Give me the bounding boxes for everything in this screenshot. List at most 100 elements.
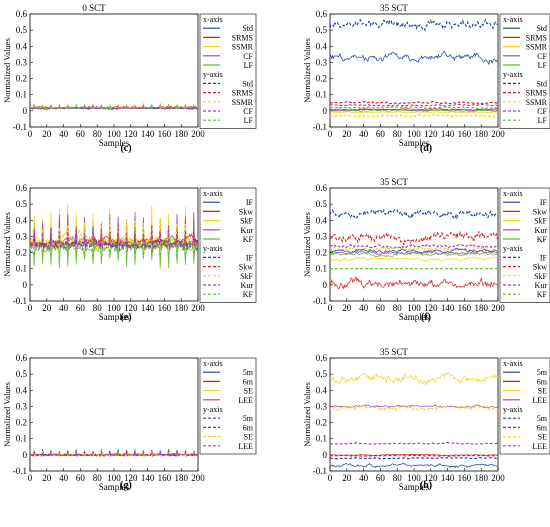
legend-group-title: y-axis (503, 244, 523, 253)
x-tick-label: 140 (141, 303, 155, 313)
x-tick-label: 200 (191, 473, 205, 483)
y-tick-label: 0.5 (316, 369, 328, 379)
series-group (330, 208, 498, 290)
legend-label: KF (537, 235, 548, 244)
x-tick-label: 160 (458, 129, 472, 139)
series-line-y-axis-SRMS (330, 100, 498, 105)
y-tick-label: 0.2 (16, 418, 27, 428)
legend-label: LEE (532, 442, 547, 451)
y-tick-label: 0 (23, 106, 28, 116)
series-group (30, 449, 198, 458)
panel-caption: (c) (120, 143, 131, 154)
legend-label: 5m (243, 368, 254, 377)
legend-label: Skw (239, 263, 253, 272)
legend-label: SRMS (232, 33, 253, 42)
y-tick-label: 0.5 (16, 199, 28, 209)
x-tick-label: 200 (491, 303, 505, 313)
y-tick-label: 0.2 (316, 248, 327, 258)
series-line-y-axis-SkF (330, 246, 498, 253)
x-tick-label: 100 (107, 129, 121, 139)
x-tick-label: 200 (191, 303, 205, 313)
y-tick-label: 0 (323, 280, 328, 290)
legend-label: SSMR (526, 98, 548, 107)
legend-label: SkF (534, 217, 547, 226)
x-tick-label: 80 (93, 473, 103, 483)
legend-label: CF (537, 52, 547, 61)
series-line-x-axis-Kur (330, 250, 498, 256)
legend-label: Kur (535, 281, 548, 290)
x-tick-label: 120 (124, 473, 138, 483)
legend-label: 6m (537, 377, 548, 386)
series-line-y-axis-LEE (330, 442, 498, 445)
y-tick-label: 0.4 (16, 215, 28, 225)
legend-label: 6m (243, 423, 254, 432)
x-tick-label: 40 (59, 129, 69, 139)
series-group (330, 18, 498, 118)
x-tick-label: 20 (342, 303, 352, 313)
x-tick-label: 20 (42, 473, 52, 483)
x-tick-label: 180 (474, 473, 488, 483)
x-axis-label: Samples (99, 482, 130, 492)
x-tick-label: 80 (93, 129, 103, 139)
chart-title: 35 SCT (380, 3, 408, 13)
y-tick-label: 0.2 (16, 74, 27, 84)
legend-label: SRMS (232, 89, 253, 98)
y-tick-label: 0.4 (16, 385, 28, 395)
y-axis-label: Normalized Values (302, 382, 312, 447)
plot-area (329, 13, 499, 128)
legend-label: KF (243, 235, 254, 244)
legend-group-title: y-axis (203, 70, 223, 79)
x-tick-label: 0 (328, 303, 333, 313)
y-tick-label: -0.1 (13, 296, 27, 306)
x-tick-label: 180 (174, 473, 188, 483)
x-tick-label: 120 (424, 473, 438, 483)
series-group (330, 372, 498, 469)
x-tick-label: 140 (141, 129, 155, 139)
series-line-x-axis-Std (330, 50, 498, 66)
legend-label: SkF (240, 272, 253, 281)
y-axis-label: Normalized Values (302, 38, 312, 103)
y-tick-label: 0.1 (316, 90, 327, 100)
x-axis-label: Samples (99, 312, 130, 322)
x-tick-label: 160 (458, 303, 472, 313)
series-line-y-axis-SSMR (30, 103, 198, 110)
chart-title: 0 SCT (82, 347, 106, 357)
y-tick-label: 0 (23, 280, 28, 290)
legend-label: LEE (238, 396, 253, 405)
x-tick-label: 20 (342, 473, 352, 483)
y-tick-label: 0.5 (16, 369, 28, 379)
legend-group-title: x-axis (503, 15, 523, 24)
plot-area (29, 357, 199, 472)
legend-box (499, 357, 550, 455)
x-tick-label: 120 (424, 303, 438, 313)
x-axis-label: Samples (99, 138, 130, 148)
series-line-x-axis-Skw (330, 276, 498, 290)
legend-group-title: y-axis (503, 70, 523, 79)
panel-e: 0 20 40 60 80 100 120 140 160 180 200-0.100.10.20.… (2, 183, 257, 323)
x-tick-label: 180 (474, 129, 488, 139)
legend-group-title: y-axis (503, 405, 523, 414)
y-tick-label: 0.3 (316, 401, 328, 411)
x-tick-label: 0 (28, 473, 33, 483)
legend-label: IF (540, 253, 548, 262)
x-tick-label: 120 (424, 129, 438, 139)
legend-label: SkF (534, 272, 547, 281)
x-tick-label: 160 (458, 473, 472, 483)
legend-label: SE (538, 387, 547, 396)
legend-group-title: x-axis (203, 15, 223, 24)
y-tick-label: -0.1 (313, 466, 327, 476)
legend-label: CF (243, 107, 253, 116)
x-tick-label: 0 (28, 303, 33, 313)
legend-label: KF (243, 290, 254, 299)
legend-label: Std (242, 24, 253, 33)
x-tick-label: 20 (42, 129, 52, 139)
series-line-y-axis-SE (330, 404, 498, 412)
y-axis-label: Normalized Values (2, 212, 12, 277)
series-group (30, 203, 198, 269)
legend-label: LF (244, 116, 254, 125)
legend: x-axisStdSRMSSSMRCFLFy-axisStdSRMSSSMRCF… (199, 13, 257, 129)
